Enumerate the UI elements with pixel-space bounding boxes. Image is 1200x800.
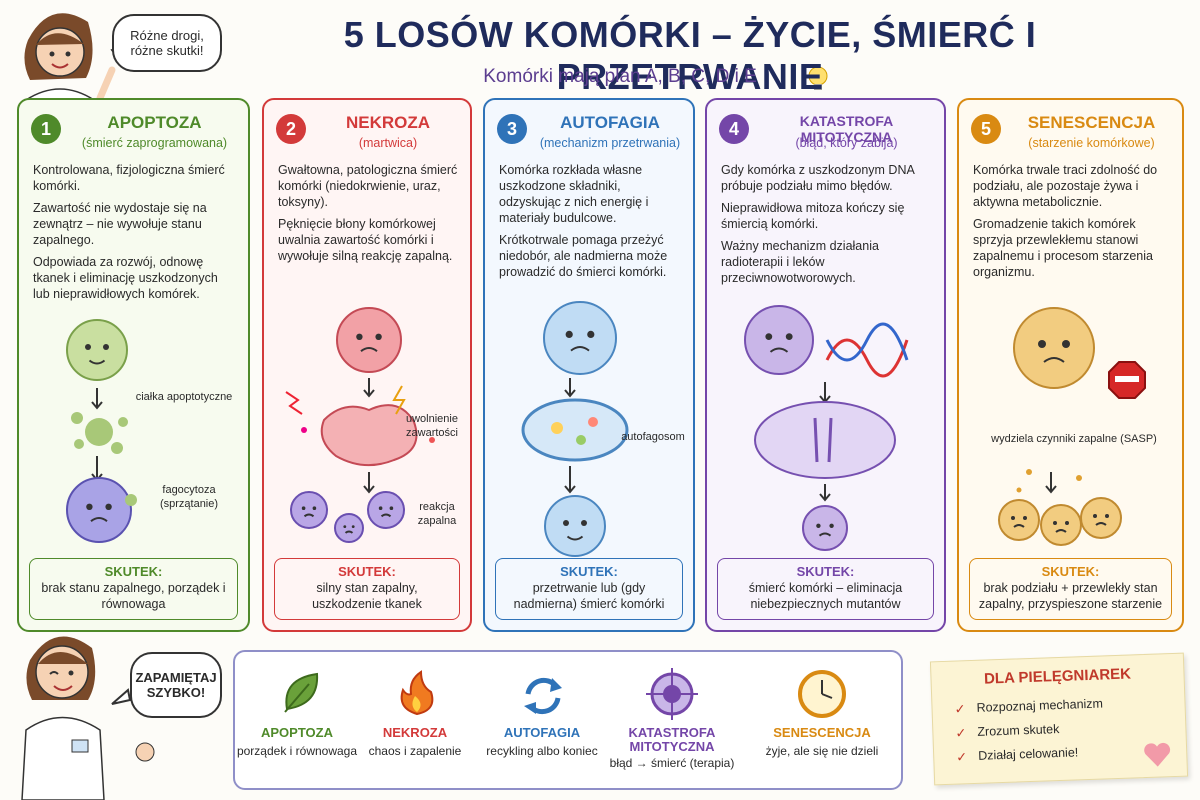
card-title: KATASTROFA MITOTYCZNA — [799, 113, 894, 145]
paragraph: Gdy komórka z uszkodzonym DNA próbuje po… — [721, 163, 915, 193]
card-text: Gdy komórka z uszkodzonym DNA próbuje po… — [721, 162, 932, 292]
illustration-label: ciałka apoptotyczne — [135, 391, 233, 403]
card-subtitle: (mechanizm przetrwania) — [539, 136, 681, 150]
subtitle: Komórki mają plan A, B, C, D i E — [483, 66, 757, 87]
check: ✓ — [955, 725, 967, 741]
result-label: SKUTEK: — [338, 564, 396, 579]
summary-desc: błąd → śmierć (terapia) — [609, 756, 735, 770]
paragraph: Gwałtowna, patologiczna śmierć komórki (… — [278, 163, 458, 209]
result-label: SKUTEK: — [1041, 564, 1100, 579]
note-item: Zrozum skutek — [977, 721, 1060, 739]
card-subtitle: (martwica) — [358, 136, 418, 150]
result-text: brak podziału + przewlekły stan zapalny,… — [978, 581, 1163, 611]
card-subtitle: (śmierć zaprogramowana) — [81, 136, 228, 150]
check: ✓ — [956, 749, 968, 765]
icon — [646, 668, 698, 720]
card: 3 AUTOFAGIA (mechanizm przetrwania) Komórka… — [483, 98, 695, 632]
result-box: SKUTEK: przetrwanie lub (gdy nadmierna) ś… — [495, 558, 683, 620]
speech-bubble: Różne drogi, różne skutki! — [112, 14, 222, 72]
card: 4 KATASTROFA MITOTYCZNA (błąd, który zabij… — [705, 98, 946, 632]
summary-desc: porządek i równowaga — [236, 744, 358, 758]
reminder-bubble: ZAPAMIĘTAJ SZYBKO! — [130, 652, 222, 718]
paragraph: Pęknięcie błony komórkowej uwalnia zawar… — [278, 217, 453, 263]
card-text: Gwałtowna, patologiczna śmierć komórki (… — [278, 162, 458, 270]
card: 5 SENESCENCJA (starzenie komórkowe) Komórka… — [957, 98, 1184, 632]
illustration — [744, 305, 909, 551]
icon — [798, 670, 846, 718]
card-number: 2 — [276, 114, 306, 144]
card-title: APOPTOZA — [107, 113, 202, 132]
result-text: przetrwanie lub (gdy nadmierna) śmierć k… — [513, 581, 665, 611]
paragraph: Kontrolowana, fizjologiczna śmierć komór… — [33, 163, 225, 193]
illustration-label: uwolnienie zawartości — [406, 413, 458, 439]
card-title: AUTOFAGIA — [560, 113, 660, 132]
result-label: SKUTEK: — [104, 564, 163, 579]
card-subtitle: (błąd, który zabija) — [795, 136, 898, 150]
illustration — [66, 319, 137, 543]
illustration-label: autofagosom — [621, 431, 685, 443]
paragraph: Komórka trwale traci zdolność do podział… — [973, 163, 1158, 209]
note-item: Działaj celowanie! — [977, 745, 1079, 763]
illustration — [521, 301, 629, 557]
card-text: Komórka trwale traci zdolność do podział… — [973, 162, 1170, 286]
illustration-label: reakcja zapalna — [417, 501, 457, 527]
result-box: SKUTEK: śmierć komórki – eliminacja niebe… — [717, 558, 934, 620]
title: 5 LOSÓW KOMÓRKI – ŻYCIE, ŚMIERĆ I PRZETR… — [343, 14, 1037, 97]
summary-name: NEKROZA — [382, 725, 448, 740]
result-text: śmierć komórki – eliminacja niebezpieczn… — [748, 581, 903, 611]
paragraph: Nieprawidłowa mitoza kończy się śmiercią… — [721, 201, 905, 231]
illustration — [285, 307, 435, 543]
note-title: DLA PIELĘGNIAREK — [983, 665, 1132, 688]
card-title: NEKROZA — [345, 113, 431, 132]
illustration — [998, 307, 1146, 546]
illustration-label: wydziela czynniki zapalne (SASP) — [991, 433, 1157, 445]
card-title: SENESCENCJA — [1027, 113, 1156, 132]
result-label: SKUTEK: — [796, 564, 855, 579]
check: ✓ — [954, 701, 966, 717]
nurse-top — [23, 13, 116, 102]
icon — [400, 670, 434, 716]
note-item: Rozpoznaj mechanizm — [976, 696, 1104, 715]
paragraph: Komórka rozkłada własne uszkodzone skład… — [499, 163, 649, 225]
card-text: Komórka rozkłada własne uszkodzone skład… — [499, 162, 681, 286]
result-box: SKUTEK: brak podziału + przewlekły stan z… — [969, 558, 1172, 620]
note: DLA PIELĘGNIAREK ✓ Rozpoznaj mechanizm ✓ Zro… — [929, 652, 1189, 786]
card: 2 NEKROZA (martwica) Gwałtowna, patologiczn… — [262, 98, 472, 632]
card-number: 1 — [31, 114, 61, 144]
result-text: silny stan zapalny, uszkodzenie tkanek — [312, 581, 422, 611]
result-label: SKUTEK: — [560, 564, 618, 579]
card: 1 APOPTOZA (śmierć zaprogramowana) Kontrolo… — [17, 98, 250, 632]
result-text: brak stanu zapalnego, porządek i równowa… — [41, 581, 226, 611]
paragraph: Gromadzenie takich komórek sprzyja przew… — [973, 217, 1153, 279]
card-text: Kontrolowana, fizjologiczna śmierć komór… — [33, 162, 236, 308]
card-subtitle: (starzenie komórkowe) — [1028, 136, 1155, 150]
heart — [1144, 743, 1171, 767]
paragraph: Ważny mechanizm działania radioterapii i… — [721, 239, 879, 285]
card-number: 3 — [497, 114, 527, 144]
result-box: SKUTEK: brak stanu zapalnego, porządek i … — [29, 558, 238, 620]
bulb — [808, 66, 828, 90]
paragraph: Odpowiada za rozwój, odnowę tkanek i eli… — [33, 255, 218, 301]
result-box: SKUTEK: silny stan zapalny, uszkodzenie t… — [274, 558, 460, 620]
summary-name: SENESCENCJA — [773, 725, 871, 740]
paragraph: Krótkotrwale pomaga przeżyć niedobór, al… — [499, 233, 668, 279]
card-number: 5 — [971, 114, 1001, 144]
summary-desc: żyje, ale się nie dzieli — [765, 744, 879, 758]
summary-name: APOPTOZA — [261, 725, 333, 740]
illustration-label: fagocytoza (sprzątanie) — [159, 484, 219, 510]
summary-name: AUTOFAGIA — [503, 725, 581, 740]
summary-desc: chaos i zapalenie — [368, 744, 462, 758]
summary-desc: recykling albo koniec — [486, 744, 598, 758]
icon — [284, 672, 319, 713]
card-number: 4 — [719, 114, 749, 144]
icon — [524, 677, 562, 715]
summary-box: APOPTOZA porządek i równowaga NEKROZA chaos… — [233, 650, 903, 790]
nurse-bottom — [21, 636, 155, 800]
summary-name: KATASTROFA MITOTYCZNA — [628, 725, 716, 754]
paragraph: Zawartość nie wydostaje się na zewnątrz … — [33, 201, 207, 247]
